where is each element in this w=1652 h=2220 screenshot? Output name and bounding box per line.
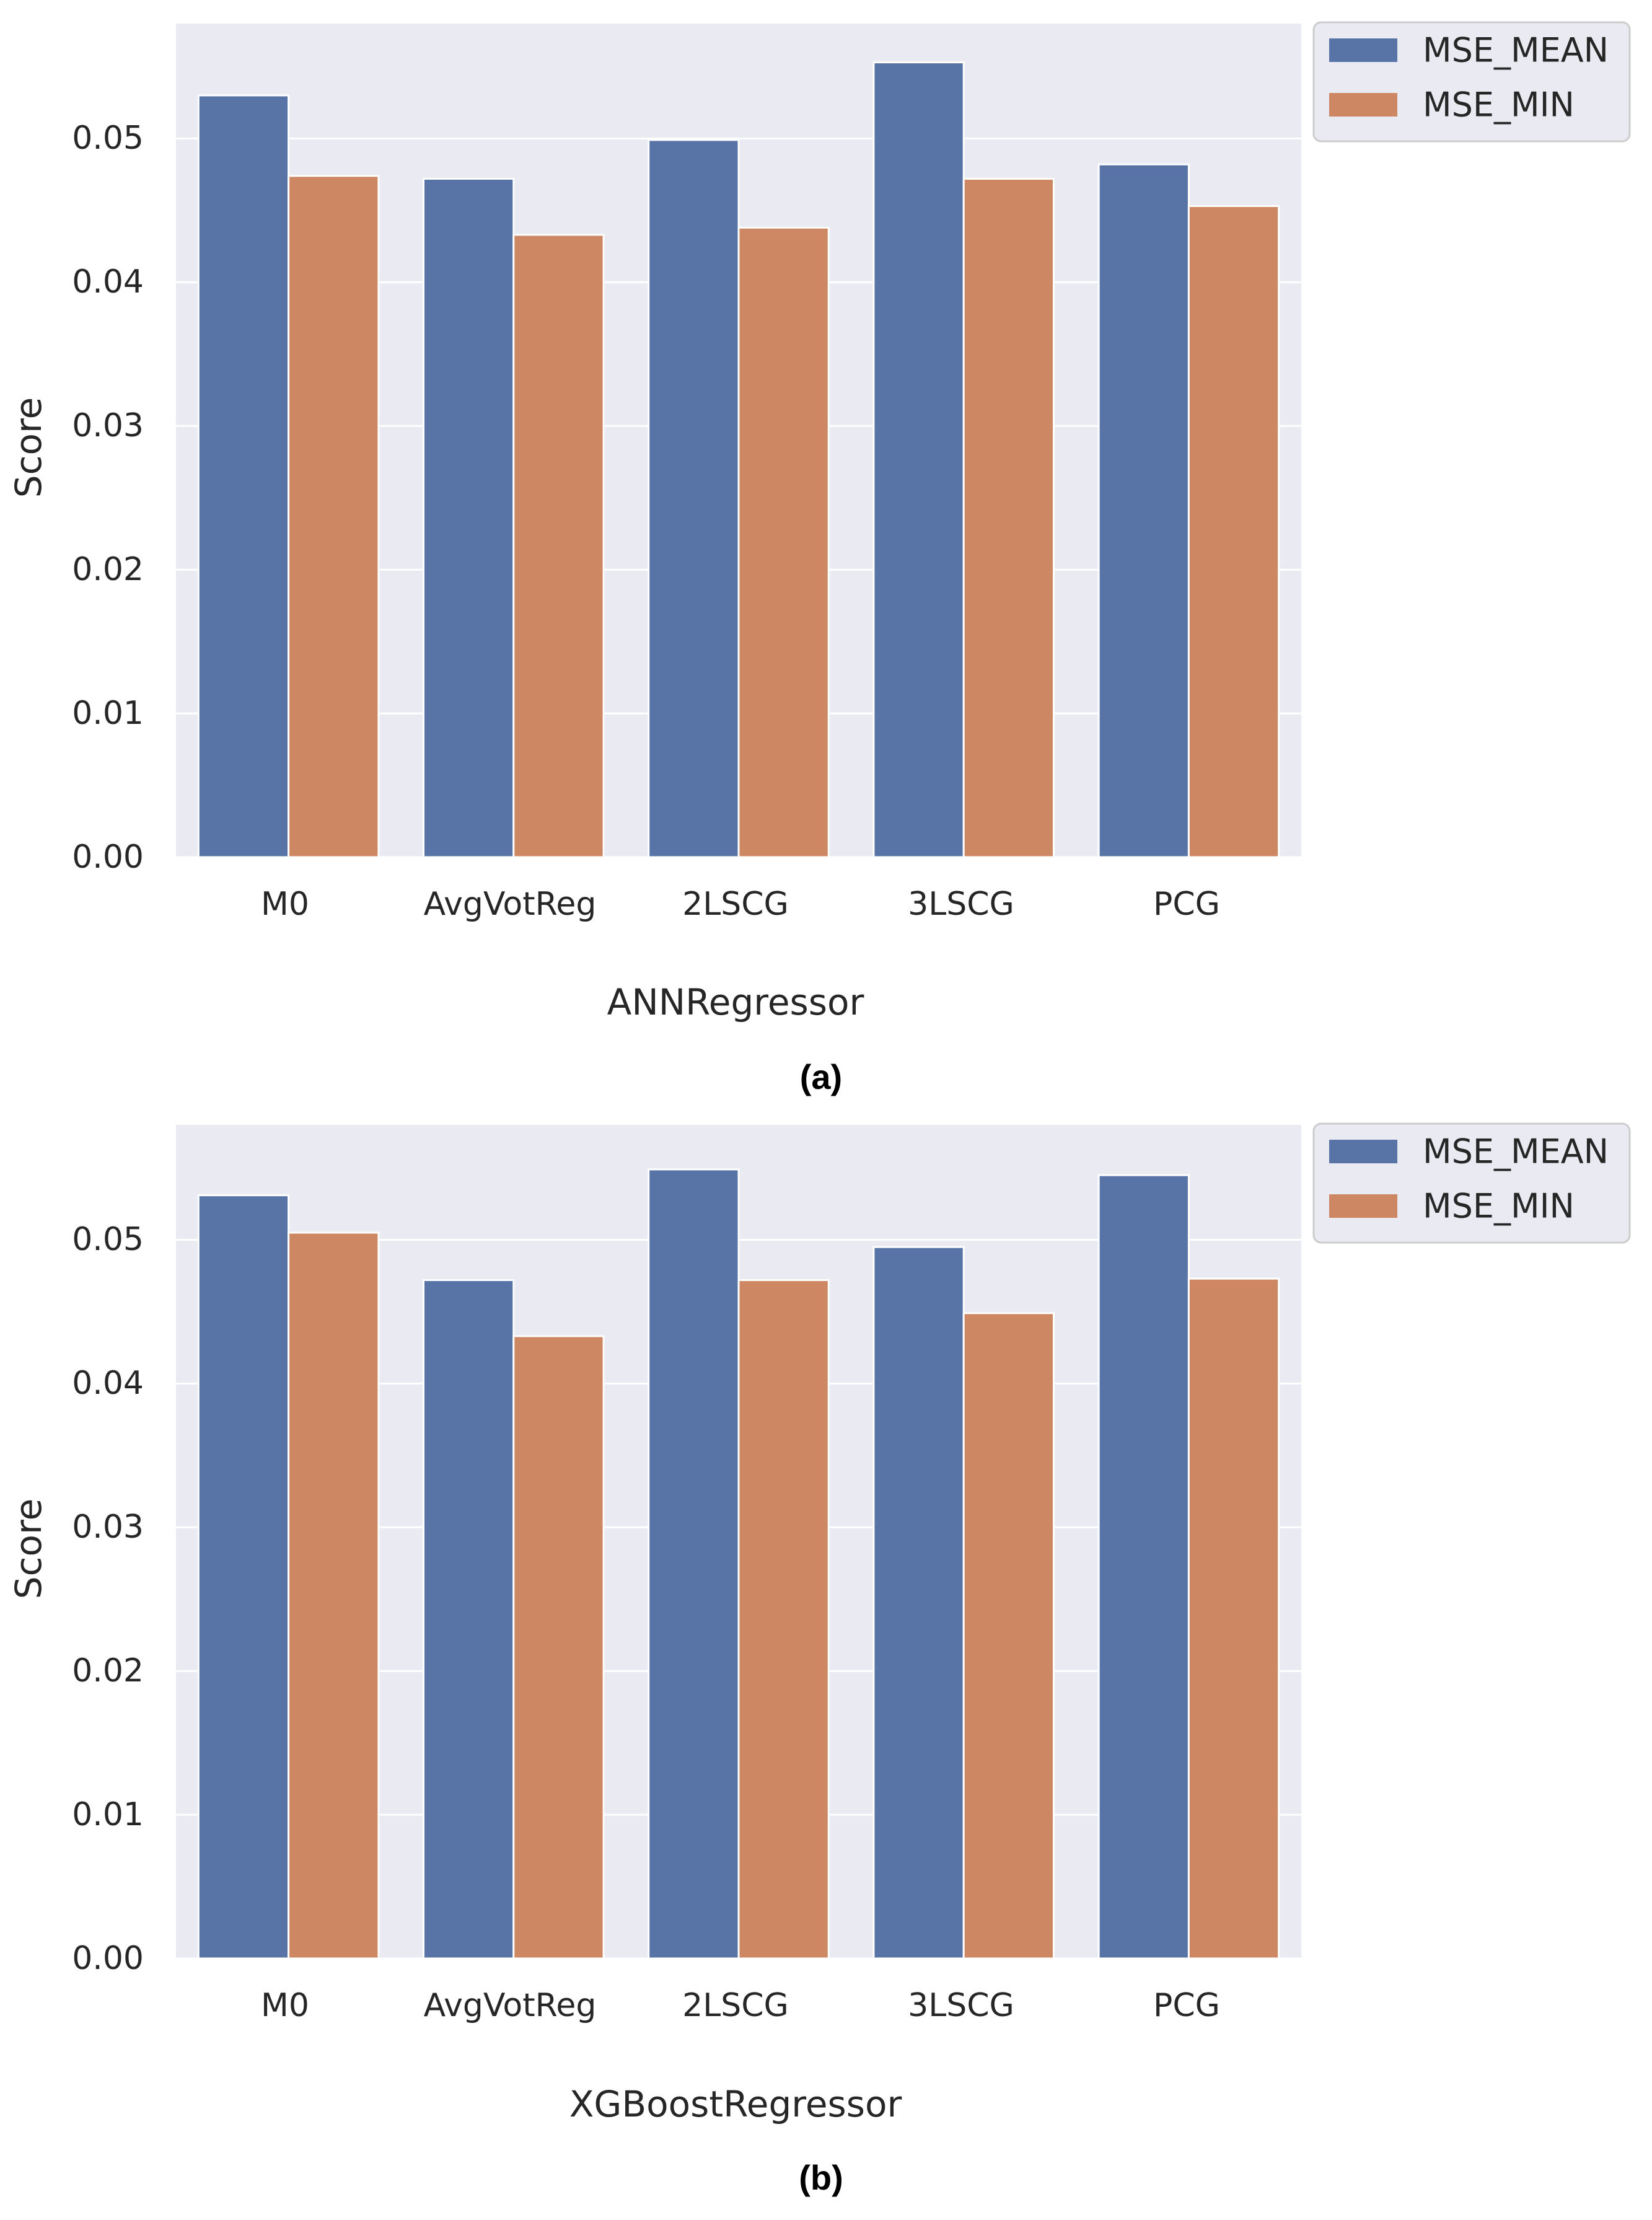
bar-mse-min <box>737 226 830 858</box>
legend-label-mse-min: MSE_MIN <box>1423 86 1575 125</box>
x-tick-labels: M0 AvgVotReg 2LSCG 3LSCG PCG <box>261 886 1220 923</box>
y-axis-label: Score <box>7 397 50 498</box>
bar-mse-min <box>737 1279 830 1960</box>
y-tick-label: 0.00 <box>72 839 144 876</box>
bar-mse-mean <box>648 139 740 858</box>
bars <box>197 1168 1280 1960</box>
bar-mse-min <box>288 1231 380 1960</box>
y-tick-label: 0.04 <box>72 1365 144 1402</box>
x-tick-label: 3LSCG <box>908 1987 1014 2024</box>
x-tick-label: 2LSCG <box>682 1987 789 2024</box>
legend: MSE_MEAN MSE_MIN <box>1312 21 1631 143</box>
x-tick-labels: M0 AvgVotReg 2LSCG 3LSCG PCG <box>261 1987 1220 2024</box>
subfigure-caption: (b) <box>799 2158 843 2197</box>
y-tick-label: 0.02 <box>72 551 144 588</box>
x-tick-label: M0 <box>261 1987 309 2024</box>
x-tick-label: M0 <box>261 886 309 923</box>
x-axis-label: XGBoostRegressor <box>569 2083 902 2125</box>
bar-mse-mean <box>648 1168 740 1960</box>
y-tick-label: 0.05 <box>72 1221 144 1258</box>
legend-swatch-mse-mean <box>1329 38 1397 62</box>
chart-a: 0.00 0.01 0.02 0.03 0.04 0.05 M0 AvgVotR… <box>7 21 1631 1096</box>
y-tick-label: 0.05 <box>72 120 144 157</box>
y-tick-label: 0.04 <box>72 263 144 301</box>
x-tick-label: AvgVotReg <box>424 1987 597 2024</box>
legend: MSE_MEAN MSE_MIN <box>1312 1122 1631 1244</box>
y-tick-label: 0.01 <box>72 1796 144 1833</box>
x-tick-label: 2LSCG <box>682 886 789 923</box>
bar-mse-mean <box>423 177 515 858</box>
bar-mse-min <box>962 1312 1055 1960</box>
bar-mse-mean <box>197 94 290 858</box>
y-axis-label: Score <box>7 1499 50 1599</box>
legend-swatch-mse-min <box>1329 93 1397 117</box>
x-tick-label: 3LSCG <box>908 886 1014 923</box>
bar-mse-min <box>512 1335 605 1960</box>
x-axis-label: ANNRegressor <box>607 981 864 1023</box>
chart-b: 0.00 0.01 0.02 0.03 0.04 0.05 M0 AvgVotR… <box>7 1122 1631 2197</box>
subfigure-caption: (a) <box>800 1057 842 1096</box>
legend-label-mse-mean: MSE_MEAN <box>1423 1132 1609 1171</box>
bar-mse-min <box>1187 1277 1280 1960</box>
bars <box>197 61 1280 858</box>
legend-label-mse-min: MSE_MIN <box>1423 1187 1575 1226</box>
y-tick-label: 0.03 <box>72 1509 144 1546</box>
legend-swatch-mse-mean <box>1329 1140 1397 1163</box>
y-tick-labels: 0.00 0.01 0.02 0.03 0.04 0.05 <box>72 120 144 876</box>
bar-mse-min <box>512 234 605 858</box>
bar-mse-mean <box>1097 1174 1190 1960</box>
bar-mse-mean <box>1097 163 1190 858</box>
bar-mse-min <box>1187 205 1280 858</box>
x-tick-label: AvgVotReg <box>424 886 597 923</box>
legend-label-mse-mean: MSE_MEAN <box>1423 31 1609 70</box>
y-tick-labels: 0.00 0.01 0.02 0.03 0.04 0.05 <box>72 1221 144 1977</box>
x-tick-label: PCG <box>1153 886 1220 923</box>
bar-mse-min <box>288 175 380 858</box>
y-tick-label: 0.02 <box>72 1652 144 1689</box>
y-tick-label: 0.03 <box>72 407 144 444</box>
bar-mse-min <box>962 177 1055 858</box>
bar-mse-mean <box>423 1279 515 1960</box>
x-tick-label: PCG <box>1153 1987 1220 2024</box>
y-tick-label: 0.01 <box>72 695 144 732</box>
bar-mse-mean <box>872 1246 965 1960</box>
bar-mse-mean <box>197 1194 290 1960</box>
legend-swatch-mse-min <box>1329 1194 1397 1218</box>
y-tick-label: 0.00 <box>72 1940 144 1977</box>
bar-mse-mean <box>872 61 965 858</box>
